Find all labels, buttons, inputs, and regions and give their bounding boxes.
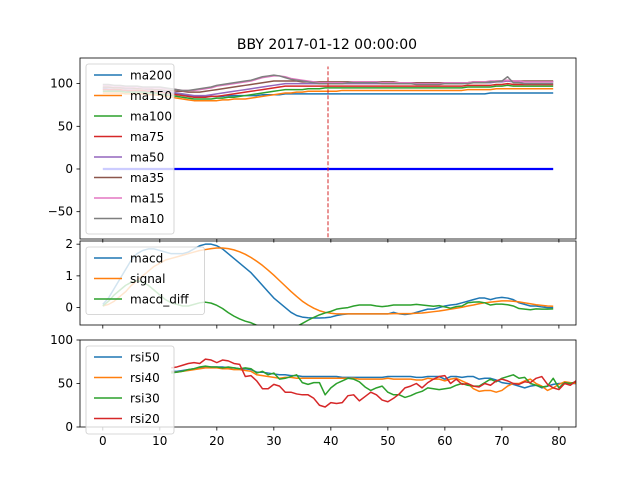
axes-frame [79,57,577,240]
legend-label-macd: macd [130,252,163,266]
y-tick-label: 50 [58,119,73,133]
legend-label-ma10: ma10 [130,212,164,226]
axes-frame [79,240,577,326]
y-tick-label: 50 [58,377,73,391]
x-tick-label: 70 [494,434,509,448]
chart-title: BBY 2017-01-12 00:00:00 [237,37,417,53]
series-line-ma100 [102,84,554,100]
legend-label-signal: signal [130,272,166,286]
series-line-rsi40 [171,367,576,393]
x-tick-label: 80 [551,434,566,448]
legend-label-ma75: ma75 [130,130,164,144]
legend-label-ma50: ma50 [130,151,164,165]
legend-label-rsi40: rsi40 [130,371,160,385]
legend-box [85,246,205,315]
legend-label-ma150: ma150 [130,89,172,103]
legend-label-ma15: ma15 [130,192,164,206]
y-tick-label: 0 [65,420,73,434]
legend-box [85,63,175,235]
y-tick-label: −50 [48,205,73,219]
y-tick-label: 100 [50,333,73,347]
legend-box [85,345,175,435]
series-line-ma200 [102,87,554,98]
x-tick-label: 30 [266,434,281,448]
legend-label-ma35: ma35 [130,171,164,185]
subplot-rsi: 0 50 100 0 10 20 30 40 50 60 70 80 rsi50 rsi40 rsi30 rs… [50,333,577,448]
subplot-macd: 0 1 2 macd signal macd_diff [65,237,577,329]
y-tick-label: 100 [50,77,73,91]
x-tick-label: 60 [437,434,452,448]
x-tick-label: 10 [152,434,167,448]
legend-label-ma200: ma200 [130,69,172,83]
legend-label-rsi30: rsi30 [130,392,160,406]
x-tick-label: 0 [99,434,107,448]
panels: −50050100ma200ma150ma100ma75ma50ma35ma15… [48,57,577,448]
y-tick-label: 2 [65,237,73,251]
x-tick-label: 40 [323,434,338,448]
legend-label-rsi50: rsi50 [130,351,160,365]
series-line-rsi30 [171,365,576,399]
y-tick-label: 0 [65,301,73,315]
legend-label-rsi20: rsi20 [130,412,160,426]
x-tick-label: 20 [209,434,224,448]
y-tick-label: 0 [65,162,73,176]
y-tick-label: 1 [65,269,73,283]
x-tick-label: 50 [380,434,395,448]
series-line-rsi20 [171,358,576,408]
plot-area [171,358,576,408]
subplot-moving-averages: −50 0 50 100 ma200 ma150 ma100 ma75 ma50 ma35 ma15… [48,57,577,243]
legend-label-ma100: ma100 [130,110,172,124]
plot-area [102,66,554,238]
legend-label-macd_diff: macd_diff [130,293,189,307]
